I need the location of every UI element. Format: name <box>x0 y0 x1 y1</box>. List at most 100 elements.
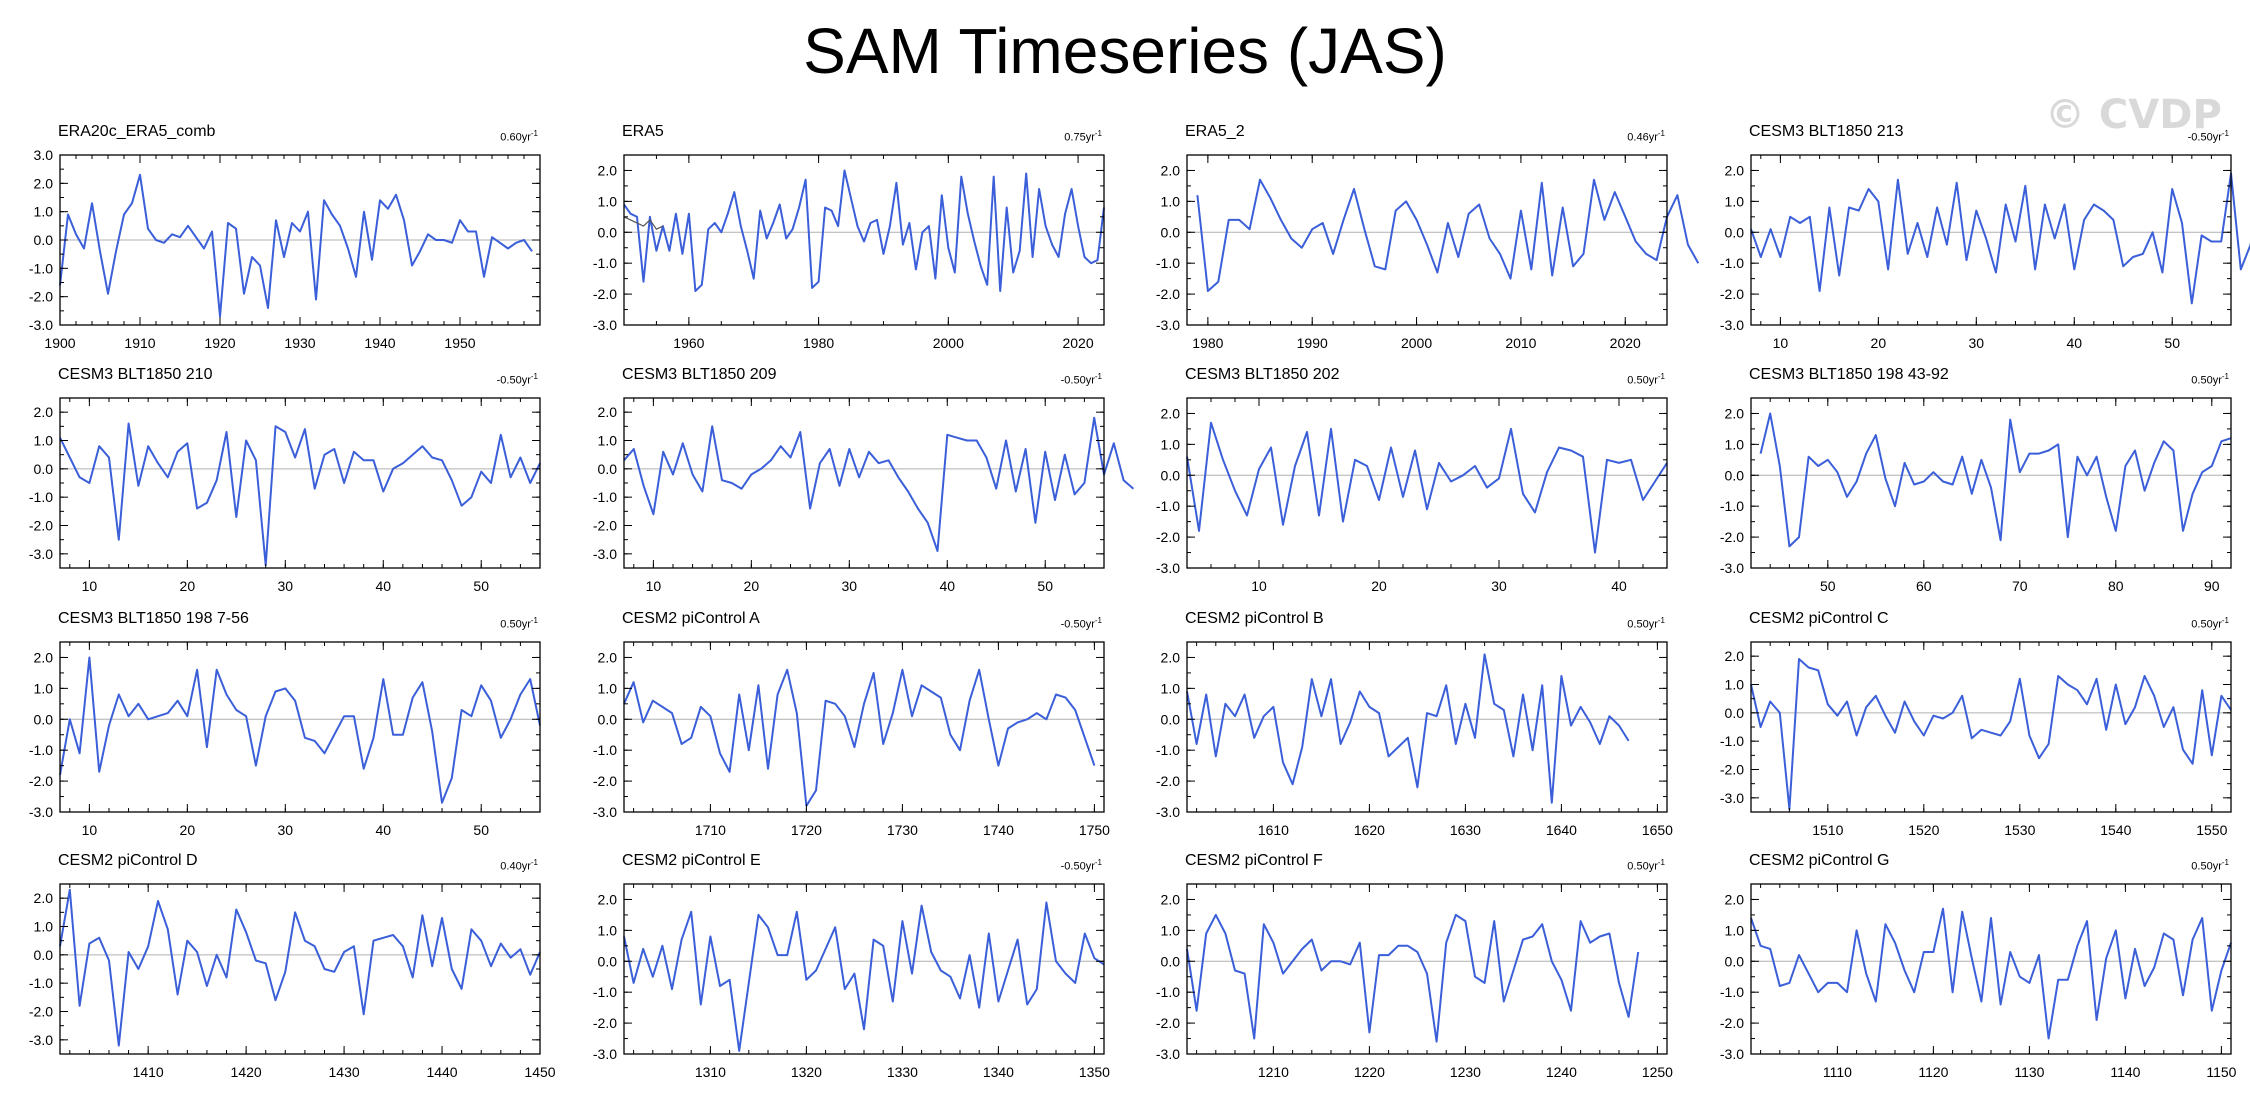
x-tick-label: 1740 <box>983 822 1014 838</box>
x-tick-label: 1710 <box>695 822 726 838</box>
x-tick-label: 1250 <box>1642 1064 1673 1080</box>
plot-area: 2.0 1.0 0.0 -1.0 -2.0 -3.0 1610 1620 1630 1640 165… <box>1156 641 1673 838</box>
y-tick-label: -2.0 <box>1156 286 1180 302</box>
y-tick-label: -2.0 <box>29 1004 53 1020</box>
y-tick-label: -1.0 <box>593 255 617 271</box>
y-tick-label: -2.0 <box>1156 1015 1180 1031</box>
plot-frame <box>623 154 1105 326</box>
y-tick-label: 1.0 <box>1161 436 1181 452</box>
plot-area: 2.0 1.0 0.0 -1.0 -2.0 -3.0 10 20 30 40 <box>1156 397 1668 594</box>
x-tick-label: 1510 <box>1812 822 1843 838</box>
x-tick-label: 1440 <box>426 1064 457 1080</box>
x-tick-label: 1450 <box>524 1064 555 1080</box>
plot-frame <box>59 883 541 1055</box>
panel-title: CESM3 BLT1850 198 7-56 <box>58 610 249 627</box>
x-tick-label: 10 <box>646 578 662 594</box>
series-line <box>623 668 1096 807</box>
y-tick-label: 0.0 <box>598 461 618 477</box>
x-tick-label: 30 <box>278 822 294 838</box>
x-tick-label: 10 <box>82 822 98 838</box>
x-tick-label: 2010 <box>1505 335 1536 351</box>
x-tick-label: 1540 <box>2100 822 2131 838</box>
trend-label: -0.50yr-1 <box>1060 372 1102 387</box>
panel-title: ERA5_2 <box>1185 123 1245 140</box>
x-tick-label: 60 <box>1916 578 1932 594</box>
x-tick-label: 40 <box>375 578 391 594</box>
x-tick-label: 1980 <box>1192 335 1223 351</box>
x-tick-label: 10 <box>1251 578 1267 594</box>
x-tick-label: 1120 <box>1918 1064 1948 1080</box>
x-tick-label: 1980 <box>803 335 834 351</box>
plot-frame <box>1750 154 2232 326</box>
panel-title: ERA5 <box>622 123 664 140</box>
y-tick-label: -3.0 <box>593 1046 617 1062</box>
y-tick-label: -2.0 <box>593 286 617 302</box>
y-tick-label: -1.0 <box>29 742 53 758</box>
trend-label: 0.60yr-1 <box>500 129 538 144</box>
series-line <box>59 656 541 804</box>
y-tick-label: 0.0 <box>34 232 54 248</box>
trend-label: 0.50yr-1 <box>1627 372 1665 387</box>
y-tick-label: -3.0 <box>1156 804 1180 820</box>
y-tick-label: -1.0 <box>1156 255 1180 271</box>
x-tick-label: 20 <box>1371 578 1387 594</box>
plot-area: 2.0 1.0 0.0 -1.0 -2.0 -3.0 50 60 70 80 90 <box>1720 397 2232 594</box>
x-tick-label: 1330 <box>887 1064 918 1080</box>
x-tick-label: 40 <box>2066 335 2082 351</box>
chart-panel: CESM3 BLT1850 198 7-56 0.50yr-1 2.0 1.0 0.0 -… <box>29 610 541 842</box>
series-line <box>1759 412 2232 548</box>
y-tick-label: 1.0 <box>598 193 618 209</box>
chart-panel: CESM2 piControl F 0.50yr-1 2.0 1.0 0.0 -1.0 -2… <box>1156 852 1673 1084</box>
plot-frame <box>1750 397 2232 569</box>
x-tick-label: 1910 <box>124 335 155 351</box>
y-tick-label: -3.0 <box>1156 560 1180 576</box>
x-tick-label: 1750 <box>1079 822 1110 838</box>
y-tick-label: -2.0 <box>1156 529 1180 545</box>
series-line <box>1186 913 1640 1043</box>
x-tick-label: 1550 <box>2196 822 2227 838</box>
x-tick-label: 80 <box>2108 578 2124 594</box>
y-tick-label: -3.0 <box>29 546 53 562</box>
panel-title: CESM3 BLT1850 209 <box>622 366 777 383</box>
panel-title: CESM2 piControl C <box>1749 610 1889 627</box>
y-tick-label: 0.0 <box>1161 711 1181 727</box>
y-tick-label: -1.0 <box>593 984 617 1000</box>
trend-label: 0.50yr-1 <box>1627 858 1665 873</box>
y-tick-label: -1.0 <box>29 489 53 505</box>
chart-panel: CESM2 piControl C 0.50yr-1 2.0 1.0 0.0 -1.0 -2… <box>1720 610 2232 842</box>
y-tick-label: 2.0 <box>1725 891 1745 907</box>
plot-frame <box>1186 154 1668 326</box>
y-tick-label: -2.0 <box>1156 773 1180 789</box>
y-tick-label: -2.0 <box>1720 1015 1744 1031</box>
x-tick-label: 50 <box>1820 578 1836 594</box>
plot-frame <box>59 397 541 569</box>
chart-panel: ERA20c_ERA5_comb 0.60yr-1 3.0 2.0 1.0 0.0 -1.0… <box>29 123 541 355</box>
x-tick-label: 50 <box>1037 578 1053 594</box>
x-tick-label: 2000 <box>1401 335 1432 351</box>
x-tick-label: 30 <box>842 578 858 594</box>
x-tick-label: 1350 <box>1079 1064 1110 1080</box>
y-tick-label: 0.0 <box>1725 953 1745 969</box>
x-tick-label: 1530 <box>2004 822 2035 838</box>
x-tick-label: 2020 <box>1610 335 1641 351</box>
trend-label: -0.50yr-1 <box>496 372 538 387</box>
x-tick-label: 20 <box>180 822 196 838</box>
x-tick-label: 1940 <box>364 335 395 351</box>
y-tick-label: -2.0 <box>1720 286 1744 302</box>
trend-label: -0.50yr-1 <box>2187 129 2229 144</box>
chart-panel: CESM2 piControl A -0.50yr-1 2.0 1.0 0.0 -1.0 -… <box>593 610 1110 842</box>
y-tick-label: -1.0 <box>1720 984 1744 1000</box>
plot-frame <box>1186 397 1668 569</box>
x-tick-label: 1720 <box>791 822 822 838</box>
y-tick-label: 1.0 <box>598 680 618 696</box>
y-tick-label: -2.0 <box>29 289 53 305</box>
chart-panel: CESM2 piControl D 0.40yr-1 2.0 1.0 0.0 -1.0 -2… <box>29 852 556 1084</box>
y-tick-label: -1.0 <box>1720 733 1744 749</box>
trend-label: 0.50yr-1 <box>2191 858 2229 873</box>
y-tick-label: -3.0 <box>593 804 617 820</box>
series-line <box>1750 172 2250 305</box>
chart-panel: CESM3 BLT1850 198 43-92 0.50yr-1 2.0 1.0 0.0… <box>1720 366 2232 598</box>
y-tick-label: -1.0 <box>593 489 617 505</box>
x-tick-label: 1620 <box>1354 822 1385 838</box>
x-tick-label: 40 <box>939 578 955 594</box>
